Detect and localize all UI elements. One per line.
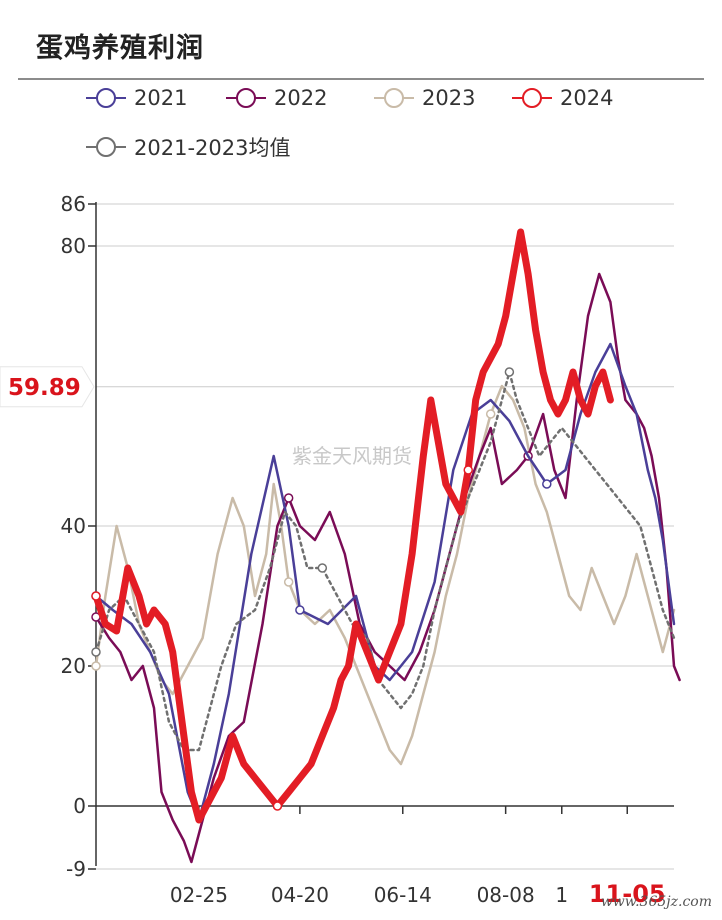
x-tick-label: 11-05 [589,880,666,908]
legend-marker-average-icon [86,137,126,157]
legend-label-2022: 2022 [274,86,328,110]
data-point [295,605,305,615]
x-tick-label: 04-20 [271,883,329,907]
series-line-2024 [92,228,614,824]
legend-label-average: 2021-2023均值 [134,136,291,160]
highlight-value-label: 59.89 [8,375,81,401]
data-point [91,661,101,671]
legend-item-average[interactable]: 2021-2023均值 [86,132,290,162]
legend-label-2021: 2021 [134,86,188,110]
legend-marker-2021-icon [86,88,126,108]
legend-item-2022[interactable]: 2022 [226,86,327,110]
legend-label-2024: 2024 [560,86,614,110]
watermark-text: 紫金天风期货 [292,444,412,468]
data-point [91,591,101,601]
page-title: 蛋鸡养殖利润 [36,33,204,64]
y-tick-label: -9 [66,857,86,881]
legend-marker-2022-icon [226,88,266,108]
data-point [91,647,101,657]
axes [88,202,674,870]
y-tick-label: 86 [61,192,86,216]
tick-labels: -9 0 20 40 80 86 59.89 02-25 04-20 06-14 08-08 1 11-… [0,192,666,908]
legend-item-2024[interactable]: 2024 [512,86,613,110]
data-point [463,465,473,475]
x-tick-label: 08-08 [477,883,535,907]
y-tick-label: 80 [61,234,86,258]
series-line-2023 [94,384,676,766]
highlight-value-badge [0,366,95,408]
site-watermark: www.365jz.com [600,894,712,910]
y-tick-label: 0 [73,794,86,818]
legend-item-2023[interactable]: 2023 [374,86,475,110]
data-point [317,563,328,573]
legend-item-2021[interactable]: 2021 [86,86,187,110]
series-line-2022 [94,272,681,864]
data-point [283,493,294,503]
x-tick-label: 1 [555,883,568,907]
x-tick-label: 06-14 [374,883,432,907]
title-divider [18,78,704,80]
y-tick-label: 20 [61,654,86,678]
legend-label-2023: 2023 [422,86,476,110]
data-point [504,367,515,377]
data-point [272,801,283,811]
y-tick-label: 40 [61,514,86,538]
x-tick-label: 02-25 [170,883,228,907]
legend-marker-2023-icon [374,88,414,108]
series-lines [91,228,681,864]
data-point [542,479,552,489]
legend-marker-2024-icon [512,88,552,108]
series-line-average [94,370,676,752]
data-point [283,577,294,587]
data-point [485,409,496,419]
